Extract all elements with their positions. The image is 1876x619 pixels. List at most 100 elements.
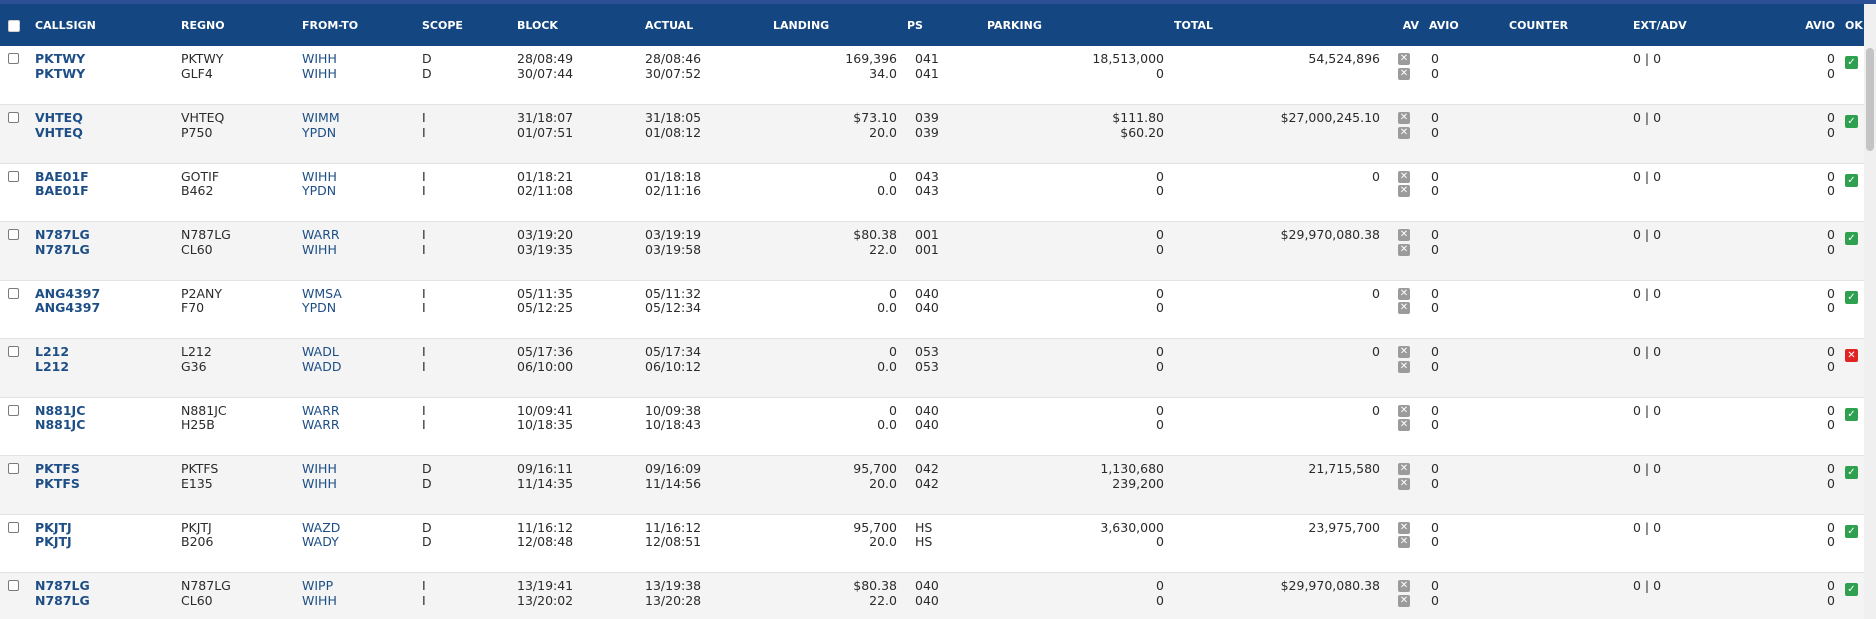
row-checkbox[interactable] (8, 170, 19, 182)
airport-link[interactable]: WIMM (302, 110, 340, 125)
check-icon[interactable]: ✓ (1845, 56, 1858, 69)
table-row[interactable]: ANG4397 ANG4397 P2ANY F70 WMSA YPDN I I … (0, 280, 1864, 339)
header-fromto[interactable]: FROM-TO (302, 18, 359, 32)
x-icon[interactable]: ✕ (1398, 67, 1410, 80)
row-checkbox[interactable] (8, 346, 19, 357)
x-icon[interactable]: ✕ (1398, 477, 1410, 490)
callsign-link[interactable]: N787LG (35, 227, 90, 242)
table-row[interactable]: PKTFS PKTFS PKTFS E135 WIHH WIHH D D 09/… (0, 455, 1864, 514)
x-icon[interactable]: ✕ (1398, 521, 1410, 534)
x-icon[interactable]: ✕ (1398, 112, 1410, 124)
x-icon[interactable]: ✕ (1398, 185, 1410, 197)
check-icon[interactable]: ✓ (1845, 524, 1858, 538)
callsign-link[interactable]: PKTFS (35, 475, 80, 491)
table-row[interactable]: N787LG N787LG N787LG CL60 WARR WIHH I I … (0, 221, 1864, 280)
callsign-link[interactable]: PKJTJ (35, 534, 72, 549)
header-landing[interactable]: LANDING (773, 18, 830, 32)
callsign-link[interactable]: ANG4397 (35, 300, 101, 315)
scrollbar-thumb[interactable] (1866, 48, 1874, 151)
check-icon[interactable]: ✓ (1845, 173, 1858, 187)
header-block[interactable]: BLOCK (517, 18, 558, 32)
airport-link[interactable]: WADY (302, 534, 339, 549)
airport-link[interactable]: WAZD (302, 519, 341, 535)
header-total[interactable]: TOTAL (1174, 18, 1214, 32)
airport-link[interactable]: WIPP (302, 578, 334, 593)
airport-link[interactable]: WIHH (302, 592, 337, 608)
table-row[interactable]: PKTWY PKTWY PKTWY GLF4 WIHH WIHH D D 28/… (0, 46, 1864, 105)
table-row[interactable]: PKJTJ PKJTJ PKJTJ B206 WAZD WADY D D 11/… (0, 514, 1864, 573)
airport-link[interactable]: WIHH (302, 461, 337, 476)
x-icon[interactable]: ✕ (1398, 126, 1410, 139)
callsign-link[interactable]: L212 (35, 344, 70, 359)
airport-link[interactable]: WADL (302, 344, 339, 359)
header-ok[interactable]: OK (1845, 18, 1863, 32)
table-row[interactable]: N881JC N881JC N881JC H25B WARR WARR I I … (0, 397, 1864, 456)
header-extadv[interactable]: EXT/ADV (1633, 18, 1687, 32)
airport-link[interactable]: WARR (302, 417, 340, 432)
header-avio-2[interactable]: AVIO (1805, 18, 1835, 32)
row-checkbox[interactable] (8, 404, 19, 416)
table-row[interactable]: BAE01F BAE01F GOTIF B462 WIHH YPDN I I 0… (0, 163, 1864, 222)
header-avio[interactable]: AVIO (1429, 18, 1459, 32)
callsign-link[interactable]: PKTWY (35, 51, 86, 66)
row-checkbox[interactable] (8, 53, 19, 64)
x-icon[interactable]: ✕ (1398, 463, 1410, 475)
callsign-link[interactable]: PKTWY (35, 65, 86, 81)
row-checkbox[interactable] (8, 287, 19, 299)
airport-link[interactable]: WARR (302, 227, 340, 242)
header-actual[interactable]: ACTUAL (645, 18, 694, 32)
header-regno[interactable]: REGNO (181, 18, 225, 32)
header-av[interactable]: AV (1402, 18, 1419, 32)
check-icon[interactable]: ✓ (1845, 290, 1858, 304)
callsign-link[interactable]: N787LG (35, 578, 90, 593)
x-icon[interactable]: ✕ (1398, 404, 1410, 417)
check-icon[interactable]: ✓ (1845, 115, 1858, 128)
callsign-link[interactable]: N881JC (35, 402, 86, 418)
airport-link[interactable]: WMSA (302, 285, 342, 301)
airport-link[interactable]: WIHH (302, 475, 337, 491)
airport-link[interactable]: WIHH (302, 51, 337, 66)
airport-link[interactable]: WIHH (302, 241, 337, 257)
header-callsign[interactable]: CALLSIGN (35, 18, 96, 32)
check-icon[interactable]: ✓ (1845, 466, 1858, 479)
x-icon[interactable]: ✕ (1398, 287, 1410, 300)
callsign-link[interactable]: L212 (35, 358, 70, 374)
header-counter[interactable]: COUNTER (1509, 18, 1569, 32)
table-row[interactable]: VHTEQ VHTEQ VHTEQ P750 WIMM YPDN I I 31/… (0, 104, 1864, 163)
header-parking[interactable]: PARKING (987, 18, 1042, 32)
x-icon[interactable]: ✕ (1845, 349, 1858, 362)
vertical-scrollbar[interactable] (1864, 4, 1876, 619)
airport-link[interactable]: WADD (302, 358, 342, 374)
callsign-link[interactable]: ANG4397 (35, 285, 101, 301)
x-icon[interactable]: ✕ (1398, 170, 1410, 183)
header-scope[interactable]: SCOPE (422, 18, 463, 32)
row-checkbox[interactable] (8, 521, 19, 533)
header-ps[interactable]: PS (907, 18, 923, 32)
x-icon[interactable]: ✕ (1398, 419, 1410, 431)
callsign-link[interactable]: VHTEQ (35, 124, 83, 140)
callsign-link[interactable]: PKTFS (35, 461, 80, 476)
x-icon[interactable]: ✕ (1398, 360, 1410, 373)
check-icon[interactable]: ✓ (1845, 407, 1858, 421)
x-icon[interactable]: ✕ (1398, 594, 1410, 607)
callsign-link[interactable]: BAE01F (35, 168, 89, 184)
airport-link[interactable]: WARR (302, 402, 340, 418)
table-row[interactable]: N787LG N787LG N787LG CL60 WIPP WIHH I I … (0, 572, 1864, 619)
row-checkbox[interactable] (8, 112, 19, 123)
row-checkbox[interactable] (8, 463, 19, 474)
x-icon[interactable]: ✕ (1398, 346, 1410, 358)
x-icon[interactable]: ✕ (1398, 229, 1410, 241)
airport-link[interactable]: WIHH (302, 65, 337, 81)
row-checkbox[interactable] (8, 229, 19, 240)
x-icon[interactable]: ✕ (1398, 302, 1410, 314)
airport-link[interactable]: YPDN (302, 183, 337, 198)
callsign-link[interactable]: BAE01F (35, 183, 89, 198)
callsign-link[interactable]: PKJTJ (35, 519, 72, 535)
x-icon[interactable]: ✕ (1398, 243, 1410, 256)
x-icon[interactable]: ✕ (1398, 580, 1410, 592)
airport-link[interactable]: YPDN (302, 124, 337, 140)
callsign-link[interactable]: N787LG (35, 241, 90, 257)
airport-link[interactable]: YPDN (302, 300, 337, 315)
callsign-link[interactable]: N787LG (35, 592, 90, 608)
select-all-checkbox[interactable] (8, 19, 20, 32)
